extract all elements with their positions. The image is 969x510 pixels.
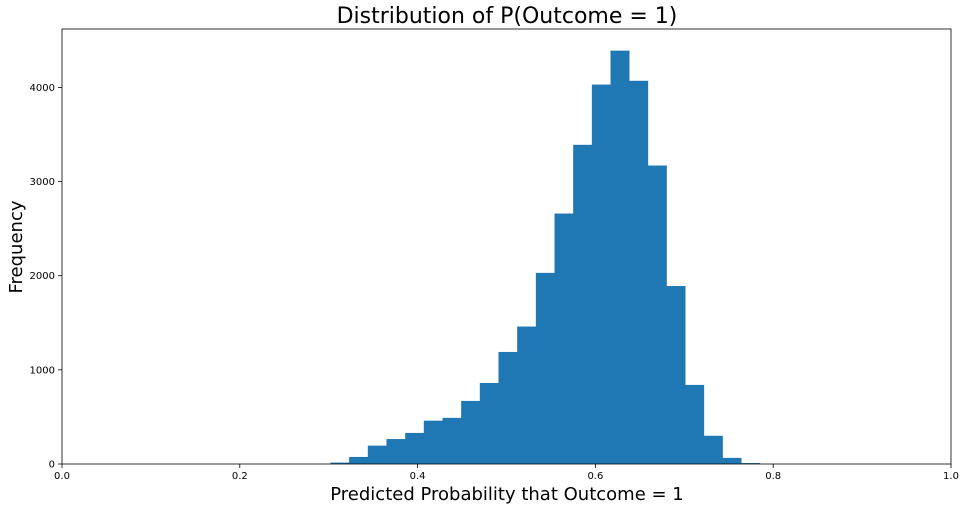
histogram-bar [685,384,705,464]
histogram-bar [517,326,537,464]
histogram-bar [722,457,742,464]
histogram-bar [479,383,499,464]
chart-title: Distribution of P(Outcome = 1) [337,4,678,29]
histogram-bar [741,463,761,464]
histogram-bar [442,417,462,464]
histogram-bar [498,351,518,464]
y-tick-label: 1000 [30,365,55,376]
plot-frame [61,28,952,465]
histogram-bar [573,144,593,464]
histogram-bar [367,445,387,464]
histogram-bar [610,50,630,464]
x-tick-label: 0.2 [232,471,248,482]
histogram-bar [386,439,406,464]
bars-group [330,50,761,465]
y-tick-label: 4000 [30,83,55,94]
histogram-bar [554,213,574,464]
histogram-bar [461,400,481,464]
x-tick-label: 0.4 [410,471,426,482]
histogram-bar [703,435,723,464]
x-tick-label: 0.0 [54,471,70,482]
histogram-bar [349,456,369,464]
x-axis: 0.0 0.2 0.4 0.6 0.8 1.0 [54,464,959,482]
y-tick-label: 3000 [30,177,55,188]
y-axis-label: Frequency [6,200,27,293]
histogram-bar [629,80,649,465]
histogram-bar [423,420,443,464]
histogram-bar [647,165,667,464]
histogram-bar [330,462,350,464]
histogram-bar [535,272,555,464]
x-tick-label: 0.8 [765,471,781,482]
histogram-bar [666,286,686,464]
x-axis-label: Predicted Probability that Outcome = 1 [330,484,684,505]
y-tick-label: 0 [49,460,55,471]
x-tick-label: 1.0 [943,471,959,482]
x-tick-label: 0.6 [587,471,603,482]
y-axis: 0 1000 2000 3000 4000 [30,83,62,471]
histogram-bar [591,84,611,465]
y-tick-label: 2000 [30,271,55,282]
histogram-bar [405,432,425,464]
